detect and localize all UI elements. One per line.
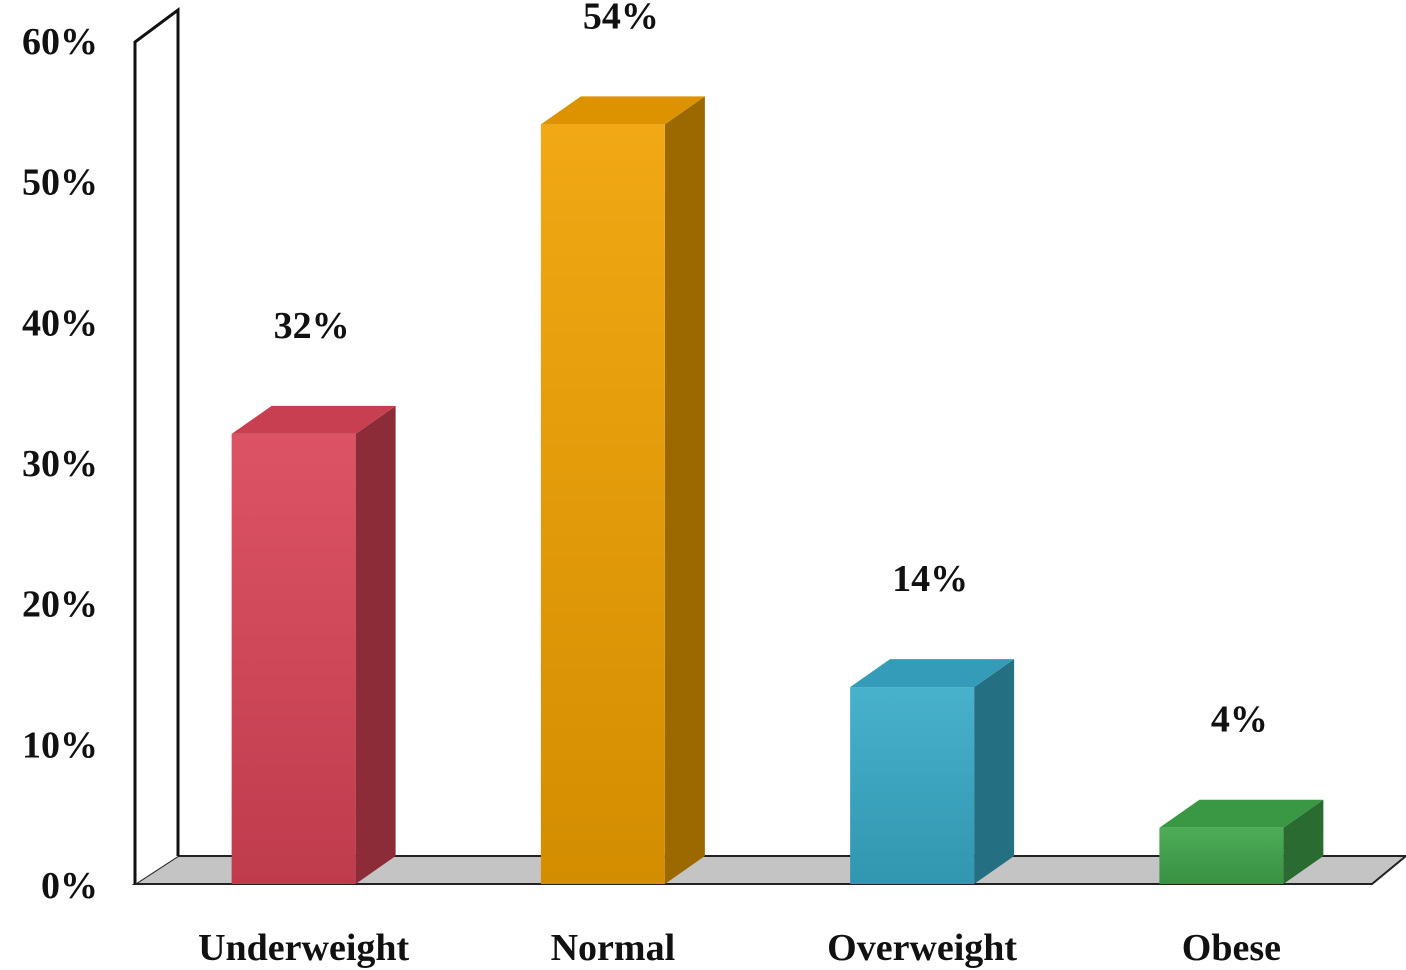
- y-tick-label: 20%: [22, 584, 98, 626]
- bars: [231, 96, 1324, 884]
- bar-top: [850, 659, 1015, 688]
- y-tick-label: 30%: [22, 443, 98, 485]
- x-tick-label: Normal: [551, 927, 676, 969]
- bar-top: [1159, 799, 1324, 828]
- data-label: 32%: [274, 305, 350, 347]
- bar-top: [231, 405, 396, 434]
- bar-front: [540, 124, 665, 884]
- y-tick-label: 50%: [22, 162, 98, 204]
- category-labels: Underweight Normal Overweight Obese: [198, 927, 1281, 969]
- bar: [850, 659, 1015, 884]
- y-tick-label: 60%: [22, 21, 98, 63]
- bar-top: [540, 96, 705, 125]
- y-tick-label: 10%: [22, 724, 98, 766]
- bar: [540, 96, 705, 884]
- bar: [231, 405, 396, 884]
- bar-side: [974, 659, 1015, 884]
- bar-side: [664, 96, 705, 884]
- data-label: 14%: [892, 558, 968, 600]
- bar-front: [231, 433, 356, 884]
- chart-side-wall: [133, 7, 180, 884]
- y-tick-label: 40%: [22, 302, 98, 344]
- data-label: 4%: [1211, 699, 1268, 741]
- x-tick-label: Underweight: [198, 927, 409, 969]
- value-labels: 32% 54% 14% 4%: [274, 0, 1268, 741]
- y-axis-ticks: 0% 10% 20% 30% 40% 50% 60%: [22, 21, 98, 907]
- bar: [1159, 799, 1324, 884]
- bar-front: [850, 687, 975, 884]
- x-tick-label: Obese: [1182, 927, 1281, 969]
- bar-side: [1283, 799, 1324, 884]
- x-tick-label: Overweight: [827, 927, 1017, 969]
- bar-side: [355, 405, 396, 884]
- data-label: 54%: [583, 0, 659, 37]
- y-tick-label: 0%: [41, 865, 98, 907]
- bar-front: [1159, 827, 1284, 884]
